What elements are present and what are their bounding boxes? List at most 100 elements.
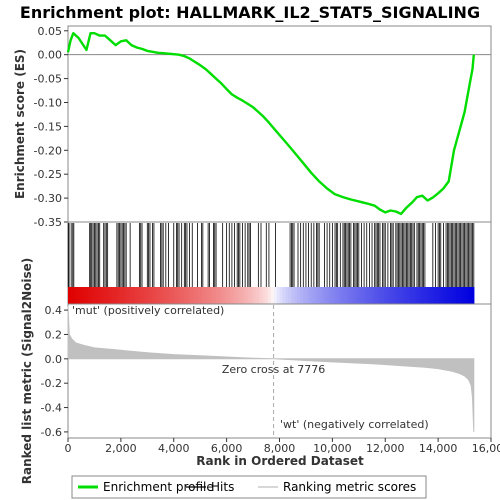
heat-cell	[436, 287, 440, 304]
heat-cell	[450, 287, 455, 304]
ranked-ytick-label: 0.4	[45, 304, 63, 317]
heat-cell	[294, 287, 298, 304]
heat-cell	[273, 287, 278, 304]
heat-cell	[334, 287, 339, 304]
heat-cell	[105, 287, 110, 304]
heat-cell	[169, 287, 173, 304]
heat-cell	[285, 287, 289, 304]
heat-cell	[366, 287, 371, 304]
heat-cell	[346, 287, 350, 304]
heat-cell	[76, 287, 81, 304]
heat-cell	[412, 287, 417, 304]
heat-cell	[189, 287, 194, 304]
heat-cell	[444, 287, 449, 304]
heat-cell	[120, 287, 124, 304]
heat-cell	[125, 287, 130, 304]
heat-cell	[288, 287, 292, 304]
es-ytick-label: -0.30	[34, 192, 62, 205]
heat-cell	[265, 287, 269, 304]
heat-cell	[357, 287, 362, 304]
heat-cell	[224, 287, 229, 304]
ranked-ytick-label: 0.2	[45, 328, 63, 341]
heat-cell	[207, 287, 211, 304]
heat-cell	[154, 287, 159, 304]
heat-cell	[178, 287, 182, 304]
heat-cell	[421, 287, 426, 304]
heat-cell	[79, 287, 84, 304]
x-tick-label: 2,000	[105, 442, 137, 455]
heat-cell	[363, 287, 368, 304]
es-ytick-label: 0.05	[38, 25, 63, 38]
heat-cell	[218, 287, 223, 304]
heat-cell	[337, 287, 342, 304]
heat-cell	[389, 287, 394, 304]
ranking-heat-bar	[68, 287, 475, 304]
heat-cell	[349, 287, 353, 304]
x-axis-label: Rank in Ordered Dataset	[196, 454, 364, 468]
heat-cell	[415, 287, 420, 304]
heat-cell	[204, 287, 208, 304]
heat-cell	[352, 287, 356, 304]
heat-cell	[470, 287, 475, 304]
heat-cell	[134, 287, 139, 304]
heat-cell	[192, 287, 197, 304]
es-ylabel: Enrichment score (ES)	[13, 49, 27, 199]
heat-cell	[323, 287, 327, 304]
heat-cell	[433, 287, 437, 304]
heat-cell	[186, 287, 191, 304]
heat-cell	[441, 287, 446, 304]
es-ytick-label: -0.20	[34, 144, 62, 157]
es-ytick-label: -0.05	[34, 73, 62, 86]
ranked-ytick-label: 0.0	[45, 353, 63, 366]
heat-cell	[381, 287, 385, 304]
heat-cell	[305, 287, 310, 304]
es-ytick-label: 0.00	[38, 49, 63, 62]
ranked-ytick-label: -0.6	[41, 426, 62, 439]
heat-cell	[250, 287, 255, 304]
heat-cell	[253, 287, 258, 304]
heat-cell	[398, 287, 402, 304]
x-tick-label: 10,000	[313, 442, 352, 455]
heat-cell	[465, 287, 469, 304]
negative-correlation-label: 'wt' (negatively correlated)	[280, 418, 429, 431]
heat-cell	[88, 287, 92, 304]
heat-cell	[183, 287, 188, 304]
ranked-ytick-label: -0.2	[41, 377, 62, 390]
es-ytick-label: -0.15	[34, 120, 62, 133]
heat-cell	[268, 287, 272, 304]
heat-cell	[354, 287, 359, 304]
heat-cell	[152, 287, 156, 304]
heat-cell	[85, 287, 89, 304]
heat-cell	[241, 287, 246, 304]
heat-cell	[462, 287, 466, 304]
heat-cell	[123, 287, 127, 304]
heat-cell	[215, 287, 220, 304]
heat-cell	[340, 287, 344, 304]
heat-cell	[439, 287, 443, 304]
es-panel-frame	[67, 25, 492, 223]
heat-cell	[172, 287, 176, 304]
es-ytick-label: -0.35	[34, 216, 62, 229]
heat-cell	[378, 287, 382, 304]
heat-cell	[163, 287, 168, 304]
heat-cell	[291, 287, 295, 304]
heat-cell	[236, 287, 240, 304]
x-tick-label: 12,000	[366, 442, 405, 455]
heat-cell	[392, 287, 397, 304]
heat-cell	[108, 287, 113, 304]
heat-cell	[91, 287, 95, 304]
heat-cell	[328, 287, 333, 304]
heat-cell	[456, 287, 460, 304]
heat-cell	[143, 287, 147, 304]
legend-label: Hits	[211, 480, 234, 494]
ranked-ytick-label: -0.4	[41, 402, 62, 415]
heat-cell	[128, 287, 133, 304]
heat-cell	[331, 287, 336, 304]
es-ytick-label: -0.10	[34, 96, 62, 109]
heat-cell	[317, 287, 321, 304]
heat-cell	[73, 287, 78, 304]
heat-cell	[117, 287, 121, 304]
heat-cell	[430, 287, 434, 304]
heat-cell	[418, 287, 423, 304]
heat-cell	[233, 287, 237, 304]
